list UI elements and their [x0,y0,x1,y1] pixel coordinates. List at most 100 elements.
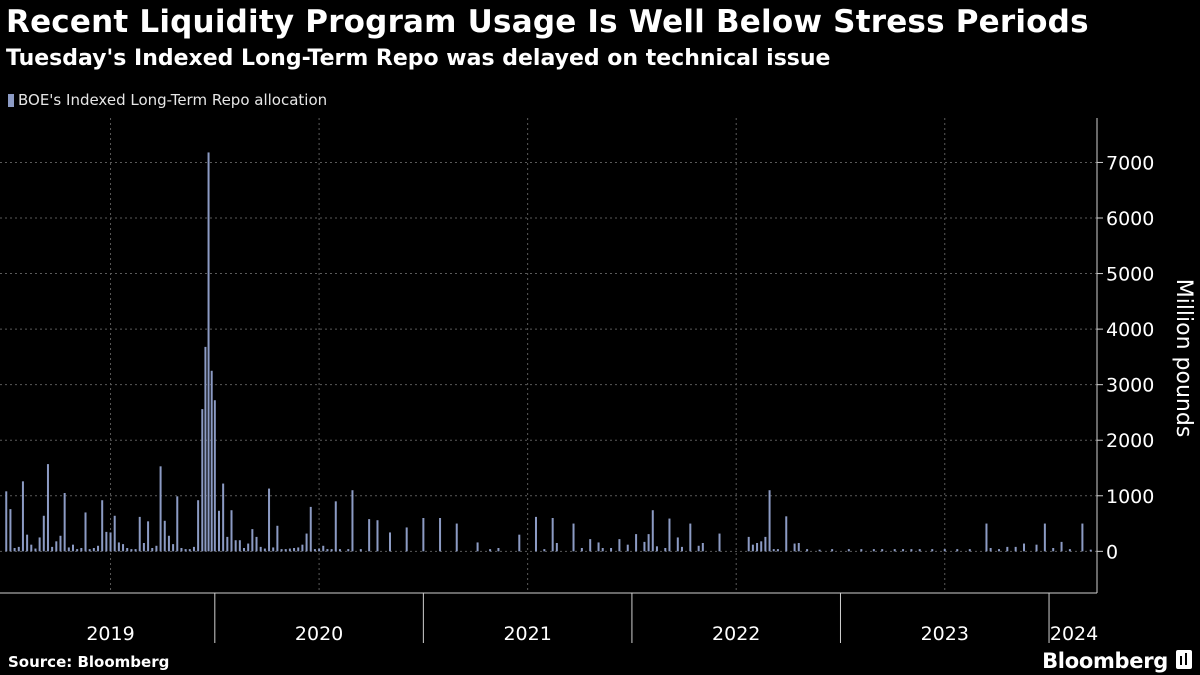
bar [297,547,300,552]
bar [797,543,800,552]
bar [655,546,658,552]
bar [555,543,558,552]
legend: BOE's Indexed Long-Term Repo allocation [8,91,327,109]
bar [618,539,621,552]
bar [268,488,271,552]
bar [51,546,54,552]
bar [910,549,913,552]
bar [318,548,321,552]
legend-swatch [8,93,14,107]
bloomberg-terminal-icon [1176,650,1192,669]
bar [147,521,150,552]
bar [793,543,796,552]
bar [518,534,521,552]
bar [847,549,850,552]
bar [159,466,162,552]
bar [188,549,191,552]
bar [288,548,291,552]
bar [117,542,120,552]
bar [238,540,241,552]
bar [543,549,546,552]
bar [701,543,704,552]
bar [597,542,600,552]
bar [92,548,95,552]
bar [71,544,74,552]
bar [55,541,58,552]
bar [610,548,613,552]
bar [113,515,116,552]
bar [1081,523,1084,552]
bar [643,541,646,552]
bar [376,520,379,552]
bar [818,549,821,552]
bar [756,543,759,552]
bar [931,549,934,552]
bar [388,532,391,552]
bar [1052,548,1055,552]
bar [601,548,604,552]
bar [172,544,175,552]
bar [167,535,170,552]
x-tick-label: 2019 [86,623,134,645]
bar [126,548,129,552]
bar [668,518,671,552]
bar [76,549,79,552]
bar [46,464,49,552]
bar [5,491,8,552]
bar [234,540,237,552]
bar [226,536,229,552]
bar [351,490,354,552]
y-tick-label: 2000 [1106,430,1154,452]
brand-logo: Bloomberg [1042,649,1168,673]
x-axis: 2019 2020 2021 2022 2023 2024 [0,592,1098,645]
bar [101,500,104,552]
bar [405,527,408,552]
bar [322,545,325,552]
bar [207,152,210,552]
bar [88,549,91,552]
bar [105,531,108,552]
bar [176,496,179,552]
bar [301,544,304,552]
bar [676,537,679,552]
x-tick-label: 2021 [503,623,551,645]
bar [572,523,575,552]
bar [551,518,554,552]
bar [359,549,362,552]
y-axis: 0 1000 2000 3000 4000 5000 6000 7000 Million pou… [1096,118,1196,593]
bar [30,544,33,552]
y-tick-label: 7000 [1106,152,1154,174]
bar [902,549,905,552]
bar [747,536,750,552]
bar [497,548,500,552]
bar [651,510,654,552]
bar [272,547,275,552]
bar [134,549,137,552]
bar [1089,549,1092,552]
bar [230,510,233,552]
bar [689,523,692,552]
bar [1068,549,1071,552]
bar [293,548,296,552]
bar [155,545,158,552]
y-tick-label: 1000 [1106,486,1154,508]
bar [17,546,20,552]
bar [989,548,992,552]
bar [985,523,988,552]
bar [213,400,216,552]
bar [222,483,225,552]
chart-subtitle: Tuesday's Indexed Long-Term Repo was del… [6,46,831,71]
bar [130,549,133,552]
bar [305,533,308,552]
bar [422,518,425,552]
bar [776,549,779,552]
bar [635,534,638,552]
bar [589,539,592,552]
bar [1043,523,1046,552]
bar [247,543,250,552]
x-tick-label: 2023 [921,623,969,645]
bar [109,532,112,552]
bar [97,545,100,552]
bar [84,512,87,552]
bar [968,549,971,552]
